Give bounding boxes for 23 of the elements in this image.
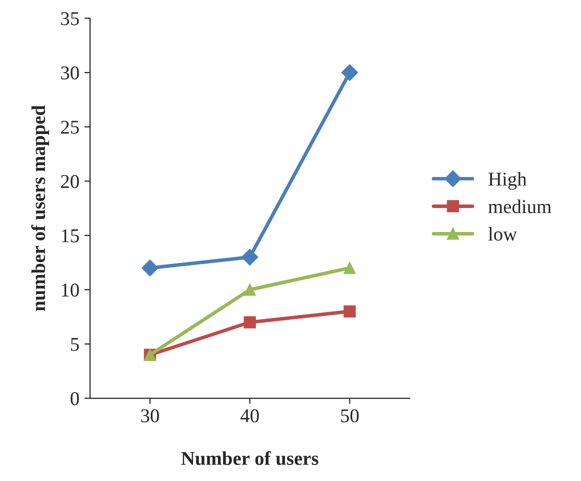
y-tick-label: 5: [71, 338, 79, 351]
point: [142, 260, 158, 276]
x-tick-label: 40: [240, 409, 259, 422]
y-tick-label: 25: [61, 120, 79, 134]
point: [241, 248, 258, 266]
y-tick-label: 30: [61, 66, 79, 80]
legend-label: low: [488, 227, 518, 241]
y-tick-label: 0: [70, 392, 79, 406]
point: [244, 316, 256, 328]
y-tick-label: 10: [62, 284, 79, 297]
y-tick-label: 15: [62, 229, 79, 242]
point: [344, 305, 356, 318]
x-axis-title: Number of users: [181, 451, 318, 466]
point: [341, 64, 358, 81]
legend-label: High: [488, 172, 527, 190]
y-axis-title: number of users mapped: [31, 105, 50, 312]
point: [344, 262, 356, 274]
x-tick-label: 30: [141, 409, 159, 422]
y-tick-label: 20: [61, 174, 79, 188]
x-tick-label: 50: [341, 409, 359, 422]
y-tick-label: 35: [61, 12, 79, 26]
legend-label: medium: [488, 200, 552, 214]
point: [244, 284, 256, 296]
